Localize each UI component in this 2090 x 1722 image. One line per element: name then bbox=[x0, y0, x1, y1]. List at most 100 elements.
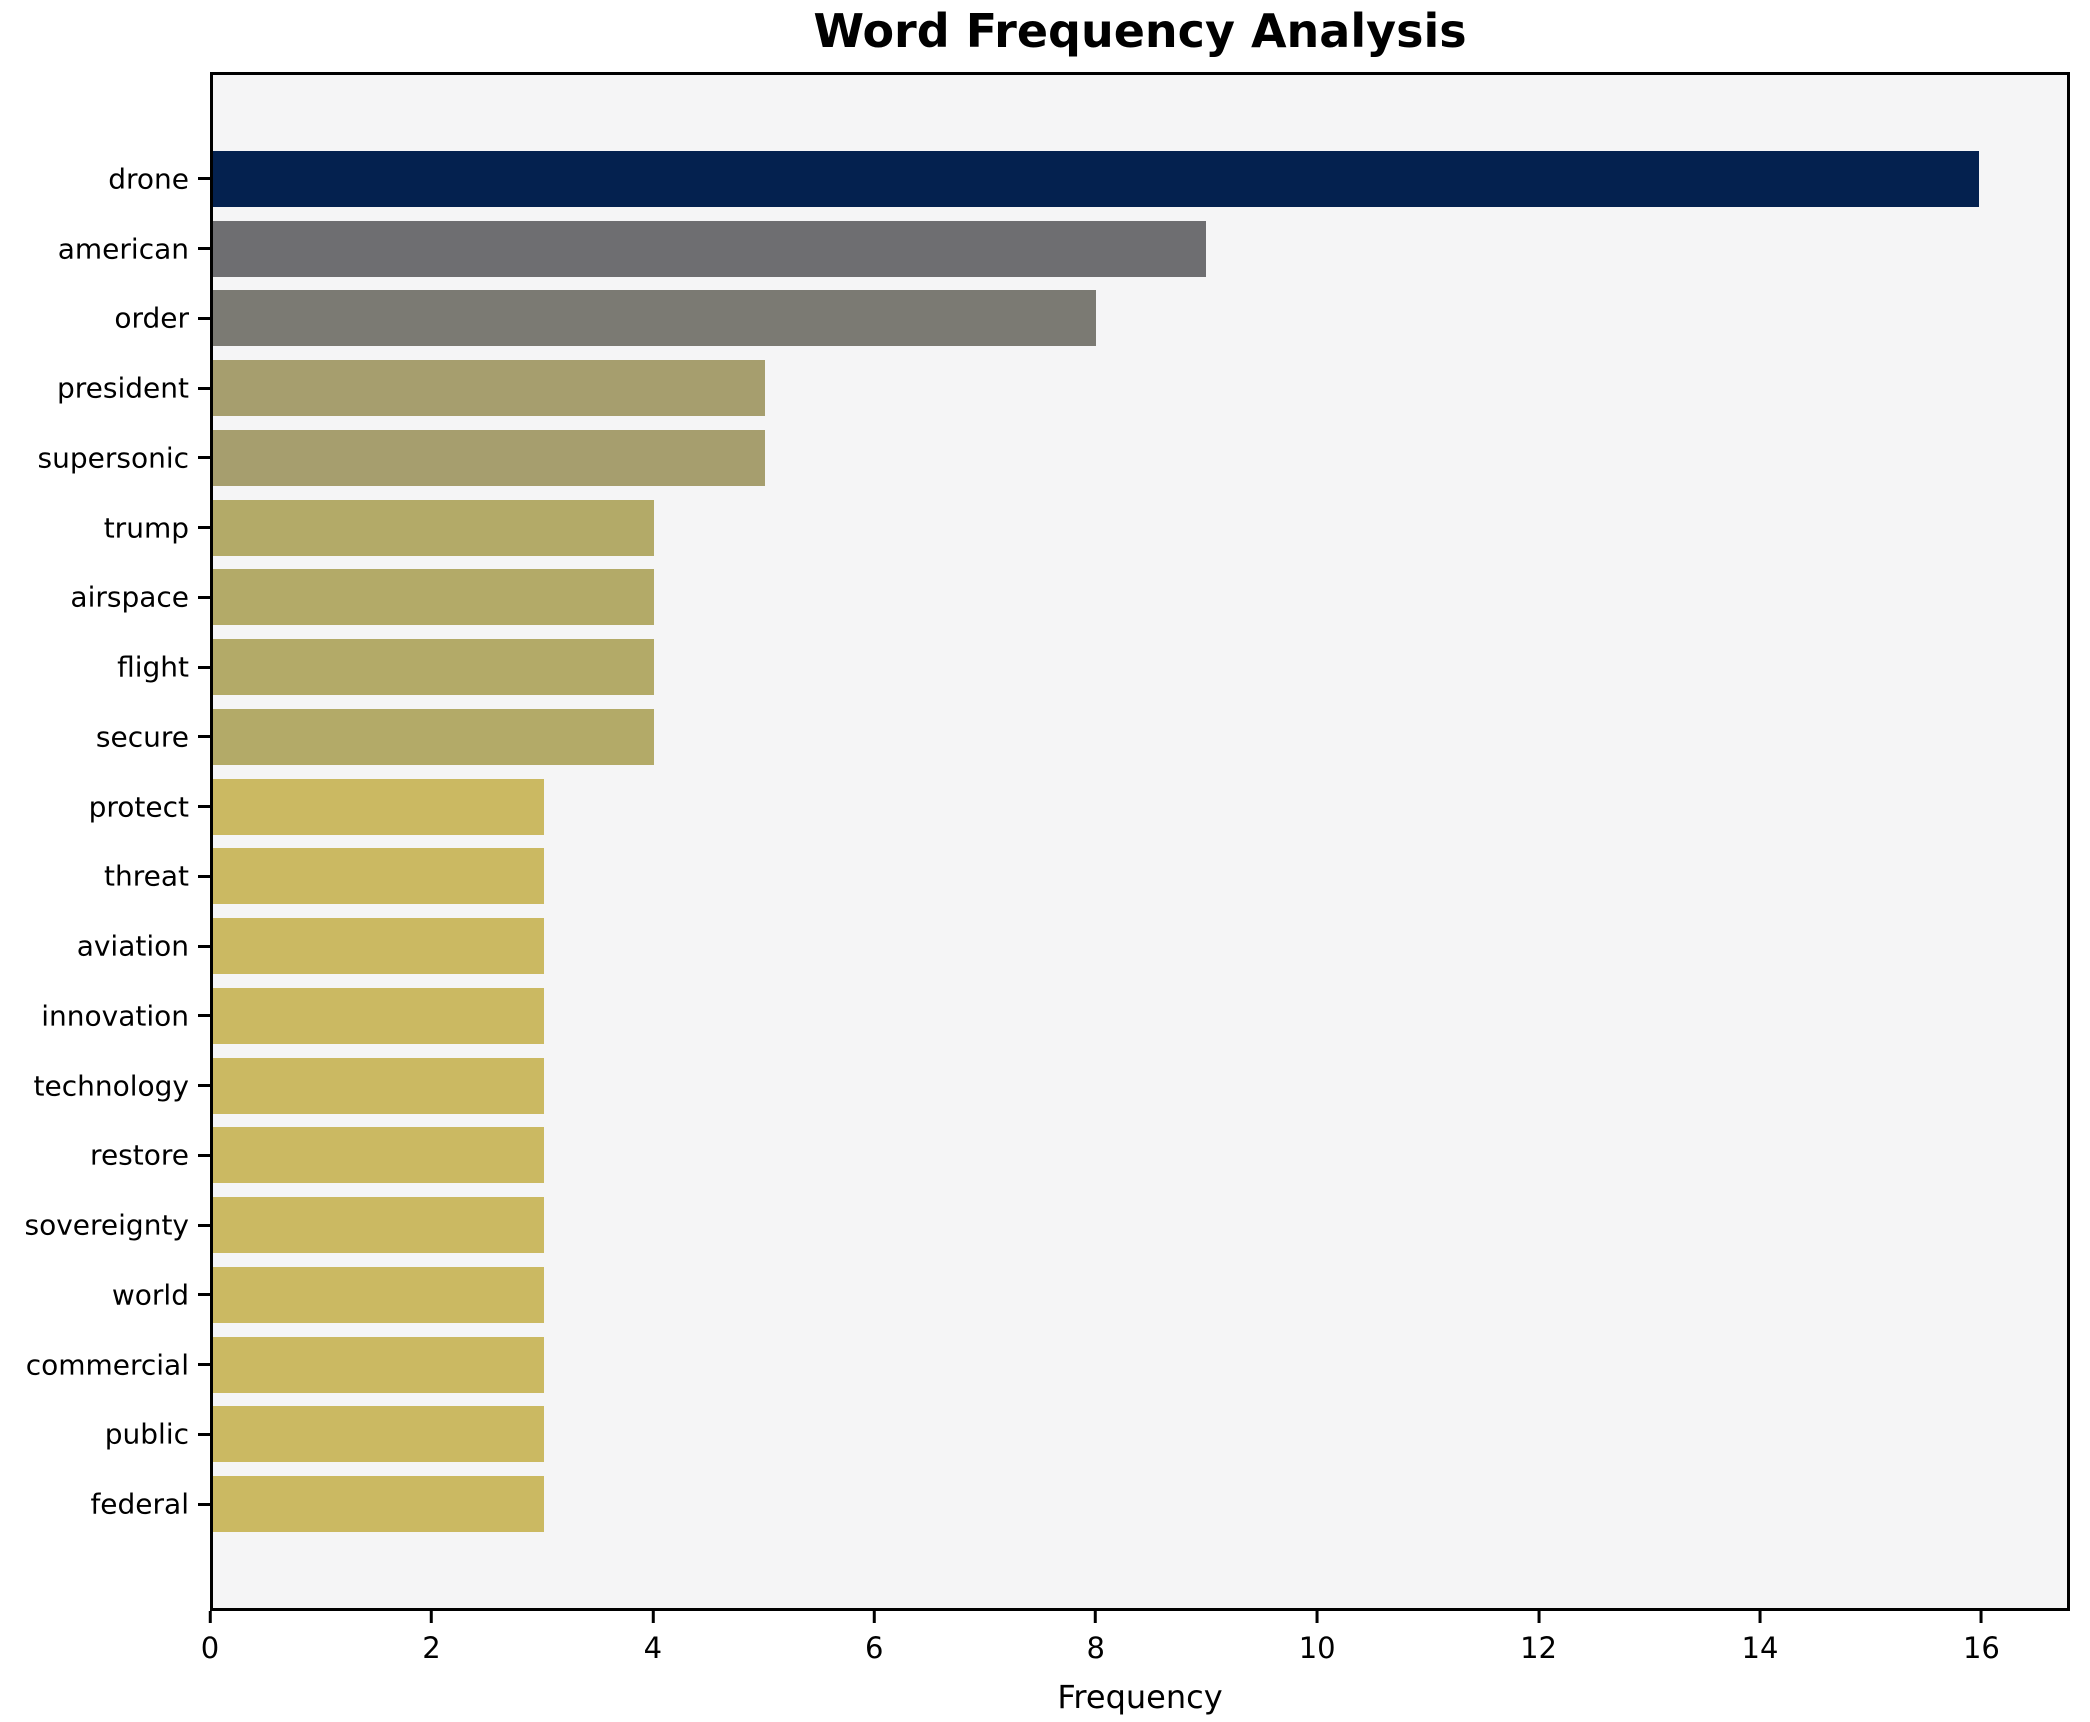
y-axis-label: protect bbox=[88, 790, 189, 824]
y-tick-mark bbox=[198, 595, 210, 599]
x-axis-title: Frequency bbox=[1057, 1678, 1223, 1716]
x-tick-label: 14 bbox=[1741, 1631, 1779, 1665]
y-axis-label: trump bbox=[103, 511, 189, 545]
bar bbox=[213, 778, 545, 835]
x-tick: 2 bbox=[422, 1611, 441, 1665]
bar bbox=[213, 1197, 545, 1254]
x-tick-mark bbox=[1758, 1611, 1762, 1623]
y-tick-mark bbox=[198, 177, 210, 181]
x-tick-mark bbox=[1315, 1611, 1319, 1623]
y-tick-mark bbox=[198, 665, 210, 669]
bars-container: drone american order president supersonic tru… bbox=[25, 144, 2067, 1539]
bar-row: american bbox=[58, 214, 2067, 284]
y-axis-label: supersonic bbox=[37, 441, 189, 475]
y-axis-label: sovereignty bbox=[24, 1208, 190, 1242]
y-tick-mark bbox=[198, 944, 210, 948]
x-axis: 0 2 4 6 8 10 12 14 16 bbox=[201, 1611, 2070, 1681]
bar bbox=[213, 848, 545, 905]
x-tick-mark bbox=[1979, 1611, 1983, 1623]
y-axis-label: federal bbox=[90, 1487, 189, 1521]
bar-row: restore bbox=[90, 1121, 2067, 1191]
x-tick-mark bbox=[429, 1611, 433, 1623]
bar bbox=[213, 1127, 545, 1184]
x-tick-label: 8 bbox=[1086, 1631, 1105, 1665]
bar bbox=[213, 1336, 545, 1393]
y-tick-mark bbox=[198, 805, 210, 809]
bar-row: flight bbox=[117, 632, 2067, 702]
y-axis-label: technology bbox=[33, 1069, 189, 1103]
y-tick-mark bbox=[198, 1014, 210, 1018]
x-tick: 0 bbox=[201, 1611, 219, 1665]
x-tick-label: 4 bbox=[643, 1631, 663, 1665]
bar-row: drone bbox=[108, 144, 2067, 214]
bar-row: sovereignty bbox=[25, 1190, 2067, 1260]
x-tick-mark bbox=[1537, 1611, 1541, 1623]
x-tick-mark bbox=[651, 1611, 655, 1623]
y-axis-label: american bbox=[57, 232, 189, 266]
bar bbox=[213, 220, 1207, 277]
bar bbox=[213, 639, 655, 696]
x-tick-label: 10 bbox=[1298, 1631, 1336, 1665]
y-axis-label: drone bbox=[108, 162, 189, 196]
bar-row: commercial bbox=[26, 1330, 2067, 1400]
y-tick-mark bbox=[198, 386, 210, 390]
x-tick: 14 bbox=[1741, 1611, 1779, 1665]
bar bbox=[213, 290, 1096, 347]
bar bbox=[213, 569, 655, 626]
bar bbox=[213, 1406, 545, 1463]
plot-area: drone american order president supersonic tru… bbox=[25, 72, 2070, 1611]
bar-row: threat bbox=[104, 842, 2067, 912]
y-axis-label: secure bbox=[95, 720, 189, 754]
chart-title: Word Frequency Analysis bbox=[813, 4, 1467, 58]
y-tick-mark bbox=[198, 316, 210, 320]
x-tick-label: 16 bbox=[1962, 1631, 2000, 1665]
y-tick-mark bbox=[198, 1223, 210, 1227]
bar-row: secure bbox=[96, 702, 2067, 772]
x-tick: 16 bbox=[1963, 1611, 2000, 1665]
y-tick-mark bbox=[198, 1363, 210, 1367]
y-tick-mark bbox=[198, 1153, 210, 1157]
y-tick-mark bbox=[198, 735, 210, 739]
bar-row: world bbox=[112, 1260, 2067, 1330]
bar-row: federal bbox=[90, 1469, 2067, 1539]
x-tick-label: 12 bbox=[1520, 1631, 1558, 1665]
bar bbox=[213, 1476, 545, 1533]
y-axis-label: threat bbox=[104, 859, 189, 893]
y-axis-label: restore bbox=[90, 1138, 189, 1172]
y-tick-mark bbox=[198, 456, 210, 460]
bar-row: president bbox=[57, 353, 2067, 423]
bar bbox=[213, 918, 545, 975]
x-tick-label: 6 bbox=[865, 1631, 884, 1665]
bar bbox=[213, 150, 1979, 207]
y-axis-label: flight bbox=[117, 650, 189, 684]
bar-row: protect bbox=[89, 772, 2067, 842]
bar bbox=[213, 1057, 545, 1114]
x-tick: 10 bbox=[1299, 1611, 1336, 1665]
x-tick-mark bbox=[1094, 1611, 1098, 1623]
bar bbox=[213, 360, 765, 417]
y-axis-label: order bbox=[114, 301, 189, 335]
bar bbox=[213, 429, 765, 486]
y-axis-label: innovation bbox=[41, 999, 189, 1033]
bar-row: airspace bbox=[70, 563, 2067, 633]
y-tick-mark bbox=[198, 874, 210, 878]
x-tick-mark bbox=[872, 1611, 876, 1623]
x-tick: 8 bbox=[1086, 1611, 1105, 1665]
bar-row: trump bbox=[104, 493, 2067, 563]
y-axis-label: commercial bbox=[25, 1348, 189, 1382]
x-tick-label: 0 bbox=[200, 1631, 220, 1665]
y-axis-label: public bbox=[104, 1417, 189, 1451]
y-axis-label: airspace bbox=[70, 580, 189, 614]
bar bbox=[213, 708, 655, 765]
y-tick-mark bbox=[198, 1432, 210, 1436]
y-tick-mark bbox=[198, 1084, 210, 1088]
y-tick-mark bbox=[198, 526, 210, 530]
y-axis-label: world bbox=[111, 1278, 189, 1312]
bar-row: public bbox=[105, 1400, 2067, 1470]
bar-row: innovation bbox=[41, 981, 2067, 1051]
bar-row: aviation bbox=[77, 911, 2067, 981]
bar bbox=[213, 499, 655, 556]
y-tick-mark bbox=[198, 1293, 210, 1297]
bar bbox=[213, 987, 545, 1044]
